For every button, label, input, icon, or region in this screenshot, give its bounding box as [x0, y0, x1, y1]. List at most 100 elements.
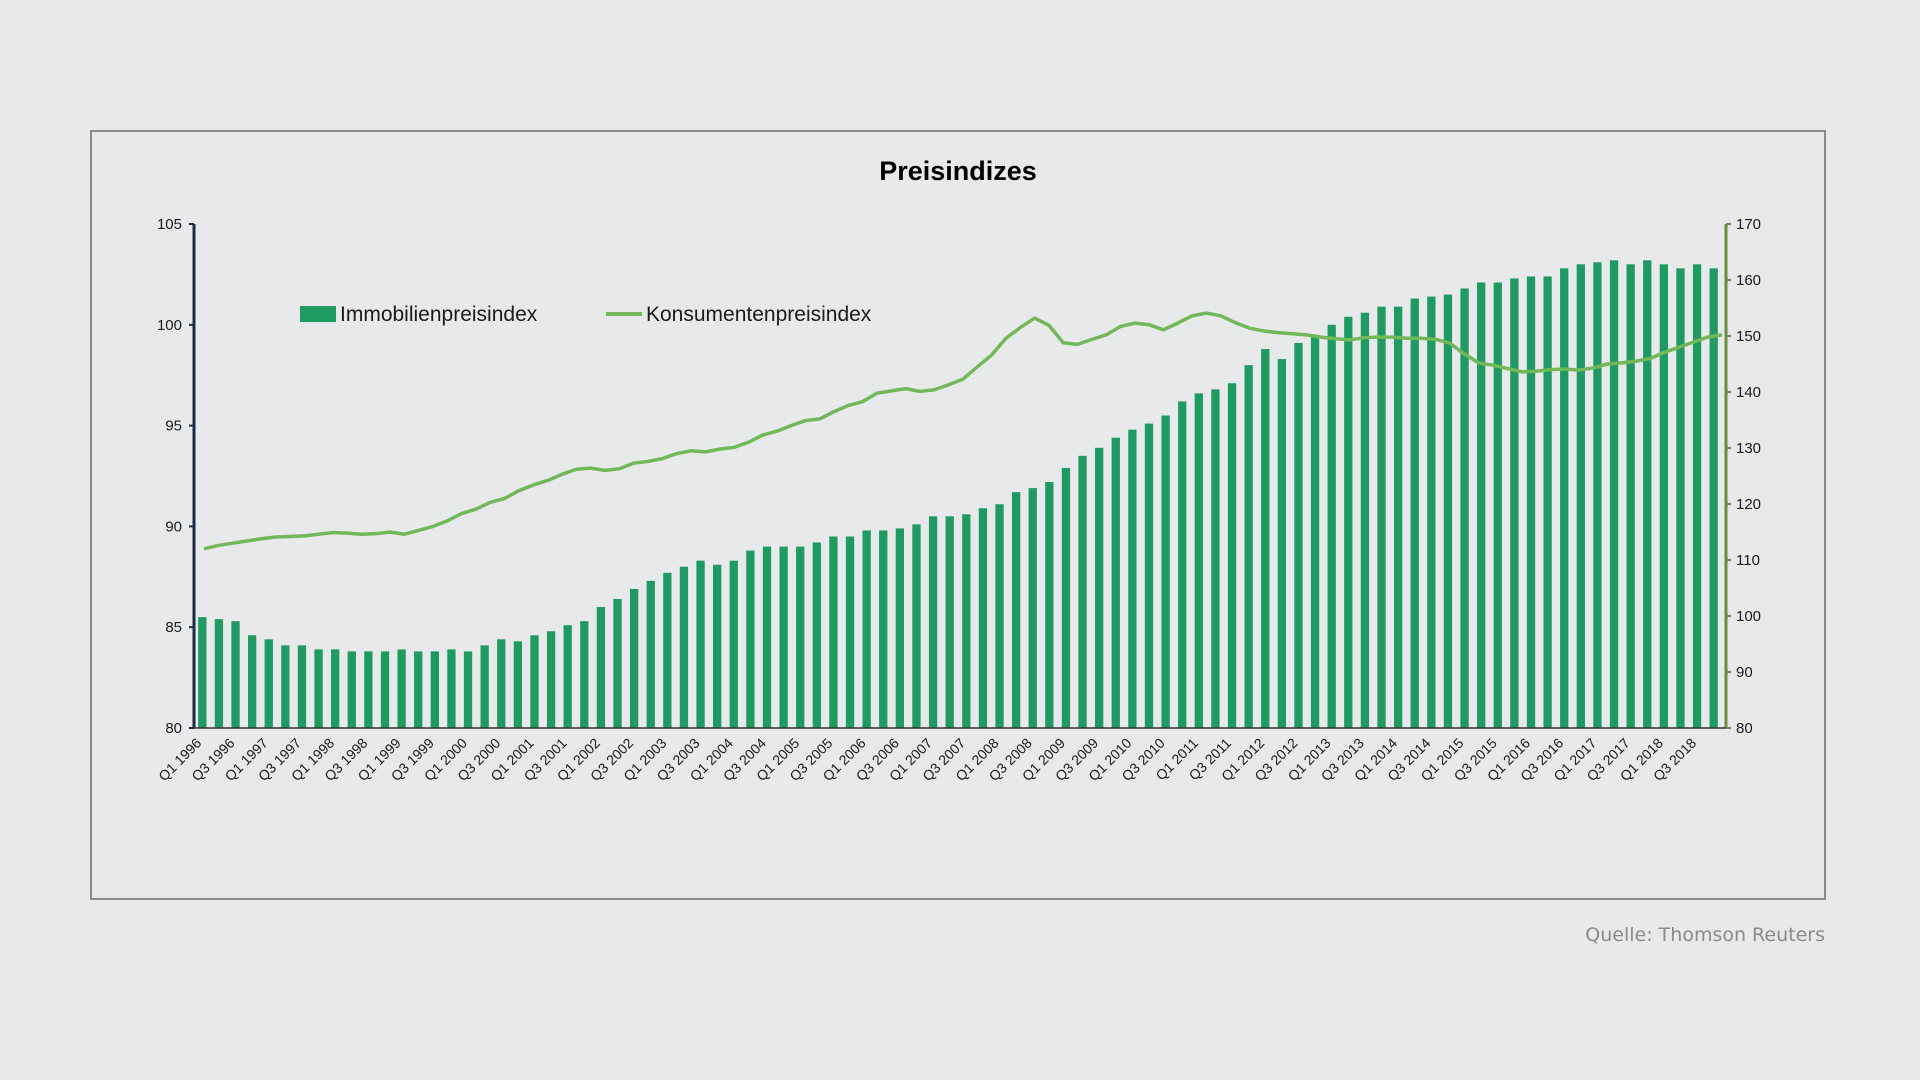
legend-line-label: Konsumentenpreisindex [646, 303, 872, 326]
right-y-tick-label: 130 [1736, 440, 1761, 457]
bar-immobilienpreisindex [1161, 415, 1170, 728]
bar-immobilienpreisindex [1526, 276, 1536, 728]
bar-immobilienpreisindex [779, 546, 788, 728]
bar-immobilienpreisindex [895, 528, 905, 728]
chart-frame: Preisindizes 80 85 90 95 100 105 80 90 100 110 120… [90, 130, 1826, 900]
bar-immobilienpreisindex [364, 651, 373, 728]
bar-immobilienpreisindex [1626, 264, 1635, 728]
bar-immobilienpreisindex [1211, 389, 1220, 728]
bar-immobilienpreisindex [945, 516, 954, 728]
right-y-tick-label: 120 [1736, 496, 1761, 513]
bar-immobilienpreisindex [879, 530, 888, 728]
bar-immobilienpreisindex [596, 607, 606, 728]
bar-immobilienpreisindex [1510, 278, 1519, 728]
bar-immobilienpreisindex [696, 560, 705, 728]
left-y-tick-label: 80 [165, 720, 182, 737]
bar-immobilienpreisindex [1493, 282, 1502, 728]
bar-immobilienpreisindex [513, 641, 523, 728]
bar-immobilienpreisindex [1609, 260, 1619, 728]
bar-immobilienpreisindex [1344, 316, 1353, 728]
bar-immobilienpreisindex [978, 508, 988, 728]
bar-immobilienpreisindex [762, 546, 772, 728]
right-y-tick-label: 140 [1736, 384, 1761, 401]
right-y-tick-label: 170 [1736, 216, 1761, 233]
bar-immobilienpreisindex [1410, 298, 1419, 728]
bar-immobilienpreisindex [1128, 429, 1137, 728]
right-y-tick-label: 100 [1736, 608, 1761, 625]
bar-immobilienpreisindex [198, 617, 207, 728]
bar-immobilienpreisindex [613, 598, 622, 728]
bar-immobilienpreisindex [1277, 359, 1287, 728]
bar-immobilienpreisindex [380, 651, 390, 728]
bar-immobilienpreisindex [397, 649, 406, 728]
bar-immobilienpreisindex [1111, 437, 1120, 728]
bar-immobilienpreisindex [563, 625, 572, 728]
bar-immobilienpreisindex [663, 572, 672, 728]
right-y-tick-label: 90 [1736, 664, 1753, 681]
bars-layer [198, 260, 1718, 728]
bar-immobilienpreisindex [480, 645, 489, 728]
bar-immobilienpreisindex [530, 635, 539, 728]
right-y-tick-label: 110 [1736, 552, 1760, 569]
bar-immobilienpreisindex [1427, 296, 1436, 728]
bar-immobilienpreisindex [1095, 447, 1104, 728]
right-y-tick-label: 80 [1736, 720, 1753, 737]
right-y-tick-label: 160 [1736, 272, 1761, 289]
bar-immobilienpreisindex [1078, 455, 1087, 728]
bar-immobilienpreisindex [912, 524, 921, 728]
bar-immobilienpreisindex [862, 530, 871, 728]
bar-immobilienpreisindex [1327, 324, 1336, 728]
bar-immobilienpreisindex [1178, 401, 1187, 728]
bar-immobilienpreisindex [1045, 482, 1054, 728]
bar-immobilienpreisindex [430, 651, 439, 728]
left-y-tick-label: 95 [165, 418, 182, 435]
bar-immobilienpreisindex [1659, 264, 1669, 728]
bar-immobilienpreisindex [1443, 294, 1453, 728]
left-y-tick-label: 85 [165, 619, 182, 636]
bar-immobilienpreisindex [1194, 393, 1203, 728]
bar-immobilienpreisindex [829, 536, 838, 728]
axes-layer: 80 85 90 95 100 105 80 90 100 110 120 130 140 150 160 1… [155, 216, 1761, 784]
bar-immobilienpreisindex [1676, 268, 1685, 728]
legend-bar-swatch [300, 306, 336, 322]
bar-immobilienpreisindex [281, 645, 290, 728]
bar-immobilienpreisindex [1560, 268, 1569, 728]
bar-immobilienpreisindex [646, 580, 655, 728]
bar-immobilienpreisindex [1261, 348, 1270, 728]
bar-immobilienpreisindex [1377, 306, 1386, 728]
legend-bar-label: Immobilienpreisindex [340, 303, 538, 326]
bar-immobilienpreisindex [679, 566, 689, 728]
bar-immobilienpreisindex [447, 649, 456, 728]
bar-immobilienpreisindex [1227, 383, 1237, 728]
line-layer [203, 311, 1723, 551]
bar-immobilienpreisindex [414, 651, 423, 728]
bar-immobilienpreisindex [231, 621, 240, 728]
source-note: Quelle: Thomson Reuters [1585, 924, 1825, 946]
bar-immobilienpreisindex [314, 649, 323, 728]
bar-immobilienpreisindex [796, 546, 805, 728]
bar-immobilienpreisindex [297, 645, 307, 728]
bar-immobilienpreisindex [629, 588, 639, 728]
bar-immobilienpreisindex [1709, 268, 1718, 728]
bar-immobilienpreisindex [1543, 276, 1552, 728]
legend: Immobilienpreisindex Konsumentenpreisind… [300, 303, 872, 326]
bar-immobilienpreisindex [1244, 365, 1253, 728]
bar-immobilienpreisindex [580, 621, 589, 728]
bar-immobilienpreisindex [1477, 282, 1486, 728]
bar-immobilienpreisindex [1360, 312, 1370, 728]
bar-immobilienpreisindex [962, 514, 971, 728]
bar-immobilienpreisindex [1576, 264, 1585, 728]
bar-immobilienpreisindex [845, 536, 855, 728]
bar-immobilienpreisindex [1061, 467, 1071, 728]
bar-immobilienpreisindex [331, 649, 340, 728]
bar-immobilienpreisindex [812, 542, 821, 728]
bar-immobilienpreisindex [1643, 260, 1652, 728]
bar-immobilienpreisindex [1144, 423, 1154, 728]
bar-immobilienpreisindex [1460, 288, 1469, 728]
bar-immobilienpreisindex [214, 619, 224, 728]
left-y-tick-label: 105 [157, 216, 182, 233]
bar-immobilienpreisindex [1028, 488, 1037, 728]
bar-immobilienpreisindex [1011, 492, 1021, 728]
bar-immobilienpreisindex [463, 651, 473, 728]
